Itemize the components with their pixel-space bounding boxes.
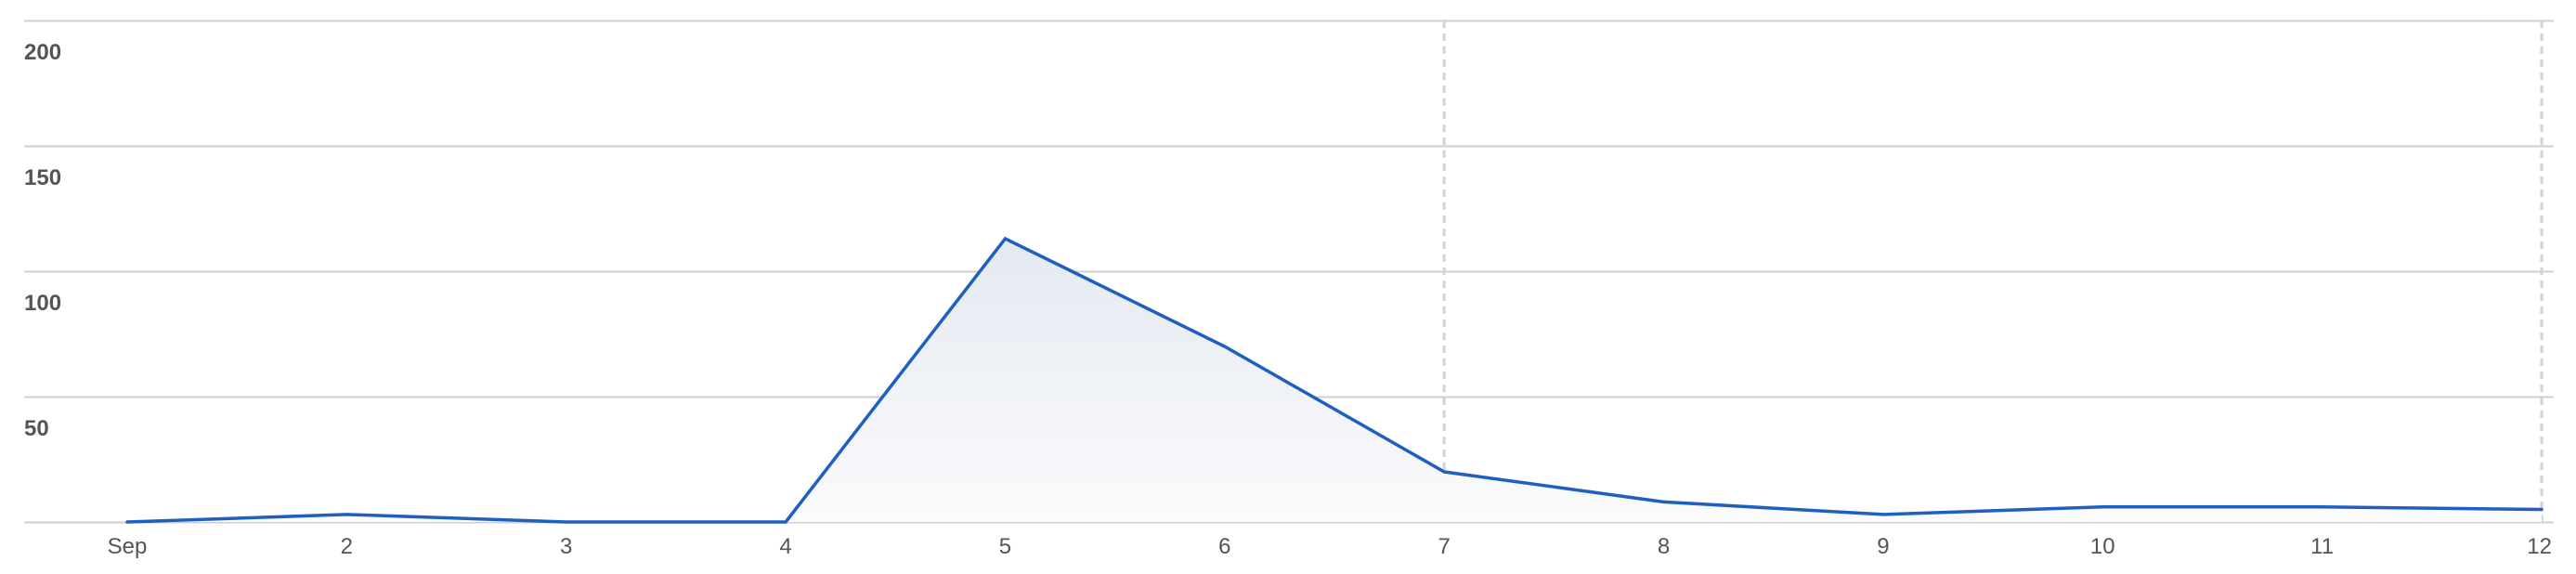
y-tick-label: 100 — [24, 291, 61, 316]
y-tick-label: 200 — [24, 40, 61, 65]
x-tick-label: 5 — [999, 534, 1011, 559]
area-fill-group — [127, 238, 2542, 522]
x-tick-label: 10 — [2090, 534, 2115, 559]
x-axis-ticks: Sep 2 3 4 5 6 7 8 9 10 11 12 — [108, 534, 2552, 559]
x-tick-label: 7 — [1438, 534, 1451, 559]
x-tick-label: 6 — [1218, 534, 1230, 559]
y-axis-ticks: 50 100 150 200 — [24, 40, 61, 441]
y-tick-label: 150 — [24, 165, 61, 190]
x-tick-label: Sep — [108, 534, 148, 559]
series-line — [125, 236, 2543, 524]
x-tick-label: 4 — [779, 534, 791, 559]
series-line-group — [125, 236, 2543, 524]
x-tick-label: 12 — [2527, 534, 2552, 559]
x-tick-label: 3 — [560, 534, 572, 559]
x-tick-label: 11 — [2310, 534, 2334, 559]
dashed-markers — [1442, 20, 2543, 522]
series-area-fill — [127, 238, 2542, 522]
x-tick-label: 8 — [1658, 534, 1670, 559]
y-tick-label: 50 — [24, 416, 49, 441]
x-tick-label: 9 — [1877, 534, 1889, 559]
grid-lines — [24, 20, 2554, 524]
x-tick-label: 2 — [341, 534, 353, 559]
